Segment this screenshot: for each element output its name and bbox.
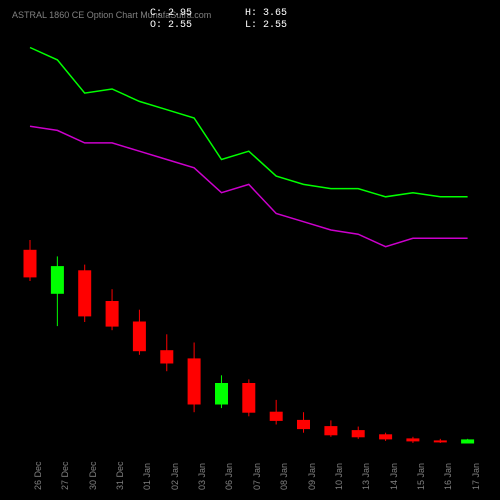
xaxis-tick-label: 09 Jan <box>307 463 317 490</box>
candle-body <box>106 302 118 327</box>
xaxis-tick-label: 03 Jan <box>197 463 207 490</box>
candle-body <box>188 359 200 404</box>
candle-body <box>462 440 474 443</box>
candle-body <box>298 420 310 428</box>
candle-body <box>243 384 255 413</box>
candle-body <box>24 250 36 277</box>
xaxis-tick-label: 10 Jan <box>334 463 344 490</box>
candle-body <box>407 439 419 441</box>
xaxis-tick-label: 15 Jan <box>416 463 426 490</box>
xaxis-tick-label: 08 Jan <box>279 463 289 490</box>
candle-body <box>161 351 173 363</box>
xaxis-tick-label: 07 Jan <box>252 463 262 490</box>
candle-body <box>352 431 364 437</box>
xaxis-tick-label: 16 Jan <box>443 463 453 490</box>
xaxis-tick-label: 13 Jan <box>361 463 371 490</box>
candle-body <box>325 427 337 435</box>
xaxis-tick-label: 06 Jan <box>224 463 234 490</box>
chart-root: ASTRAL 1860 CE Option Chart MunafaSutra.… <box>0 0 500 500</box>
candle-body <box>434 441 446 442</box>
candle-body <box>270 412 282 420</box>
xaxis-tick-label: 17 Jan <box>471 463 481 490</box>
xaxis-tick-label: 01 Jan <box>142 463 152 490</box>
xaxis-tick-label: 30 Dec <box>88 461 98 490</box>
candle-body <box>133 322 145 351</box>
line-series-1 <box>30 48 468 197</box>
candle-body <box>380 435 392 439</box>
candle-body <box>51 267 63 294</box>
xaxis-tick-label: 14 Jan <box>389 463 399 490</box>
xaxis-tick-label: 26 Dec <box>33 461 43 490</box>
candle-body <box>216 384 228 405</box>
plot-svg <box>0 0 500 500</box>
xaxis-tick-label: 02 Jan <box>170 463 180 490</box>
line-series-2 <box>30 126 468 246</box>
candle-body <box>79 271 91 316</box>
xaxis-tick-label: 31 Dec <box>115 461 125 490</box>
xaxis-tick-label: 27 Dec <box>60 461 70 490</box>
